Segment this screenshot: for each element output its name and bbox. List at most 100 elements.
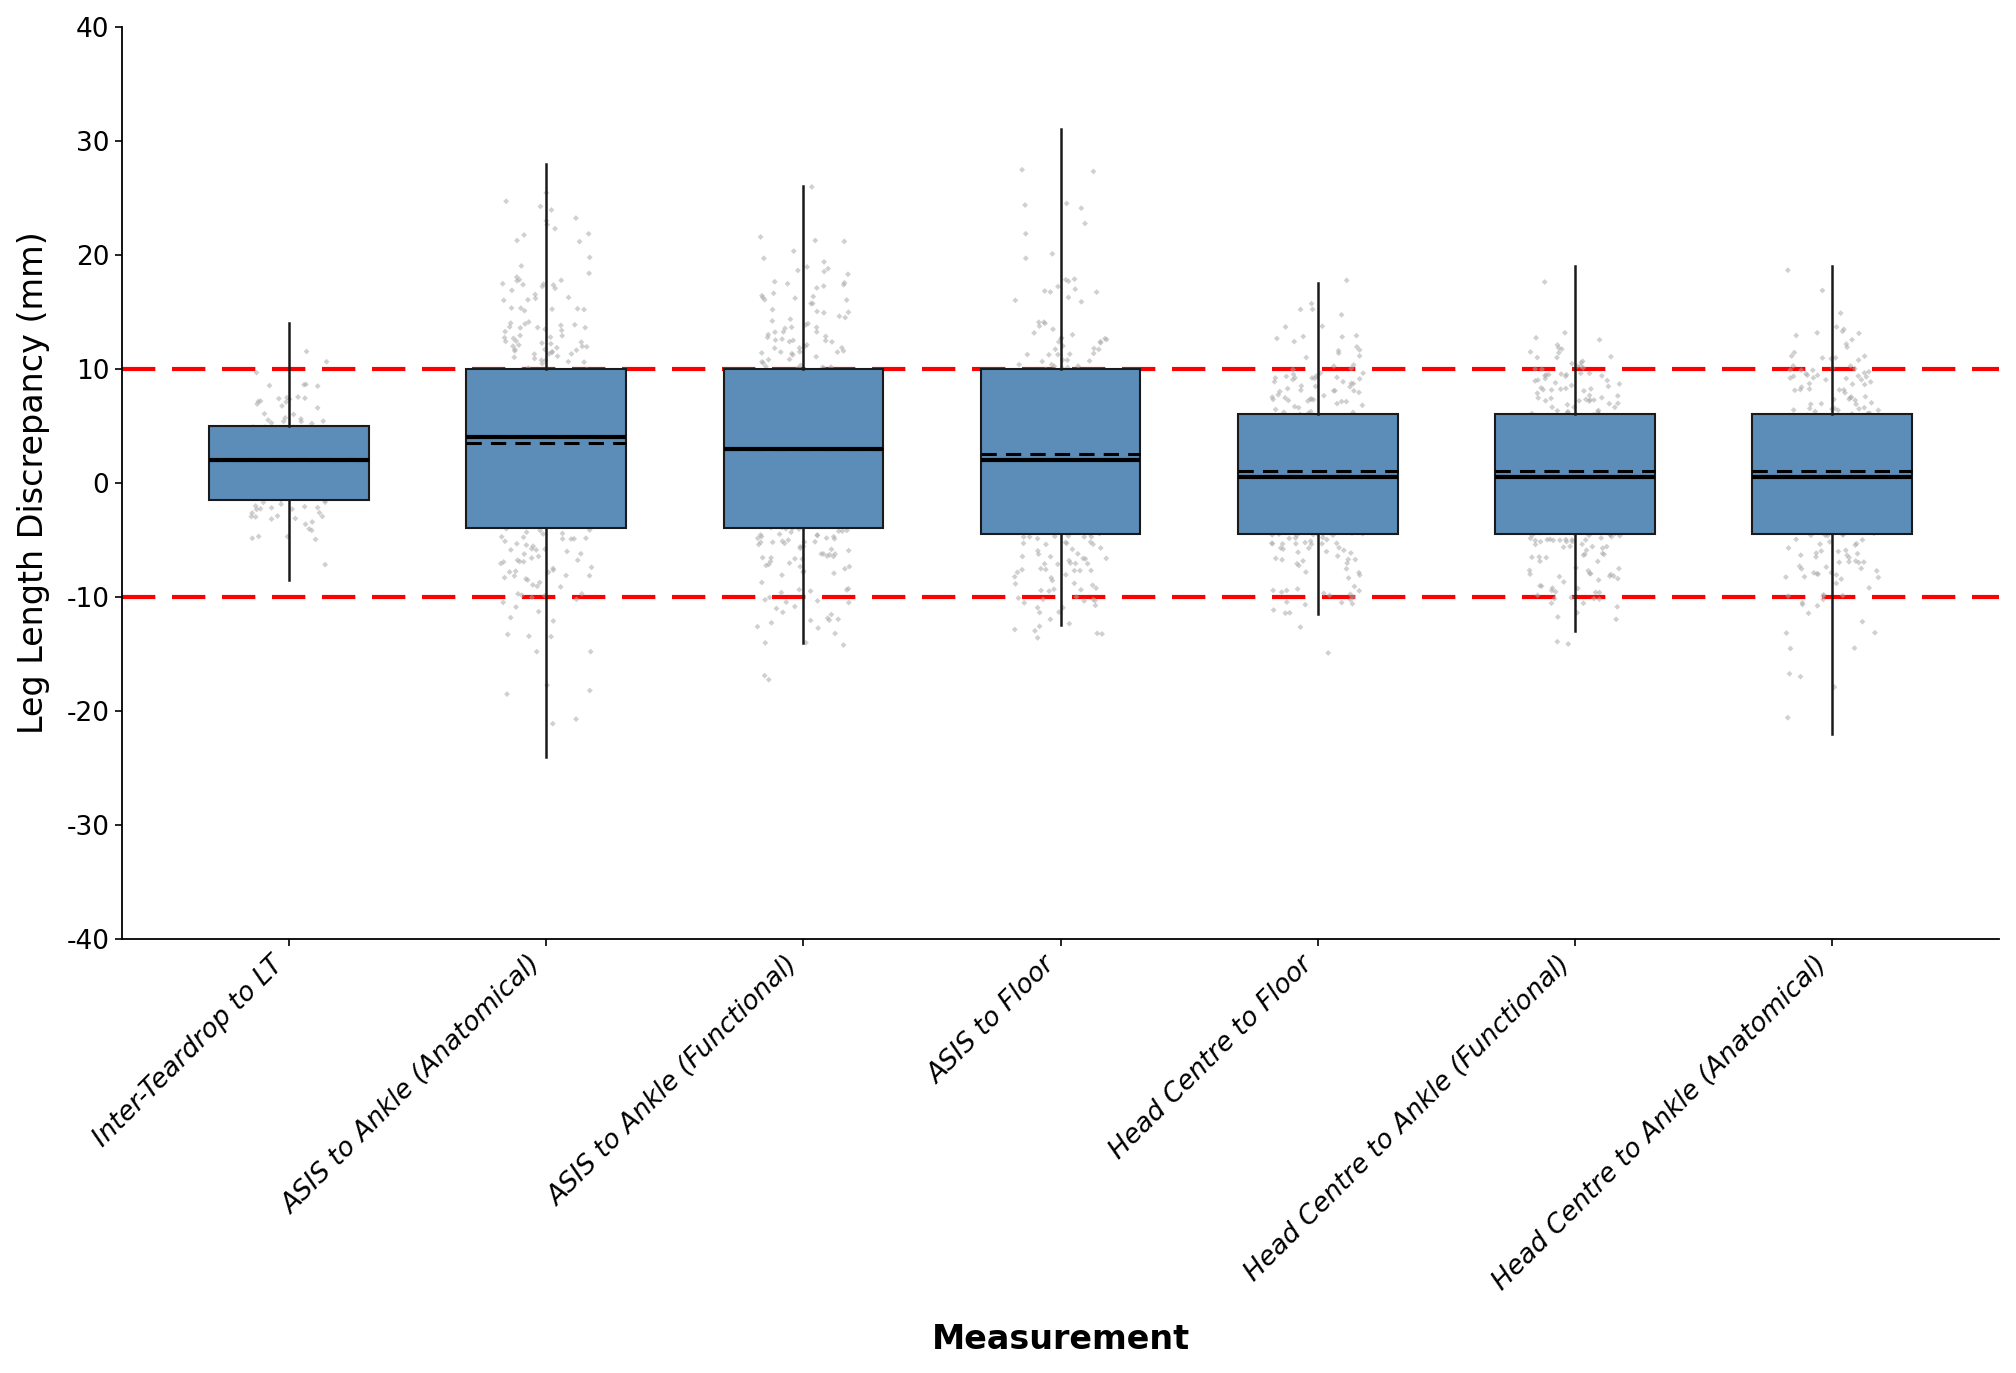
Point: [798, 457, 831, 479]
Point: [1050, 269, 1083, 291]
Point: [496, 335, 528, 357]
Point: [1079, 338, 1111, 360]
Point: [272, 481, 304, 503]
Point: [1784, 379, 1816, 401]
Point: [778, 240, 810, 262]
Point: [792, 446, 825, 468]
Point: [1587, 445, 1619, 467]
Point: [1310, 504, 1343, 526]
Point: [1264, 490, 1296, 512]
Point: [1256, 439, 1288, 461]
Point: [1339, 482, 1371, 504]
Point: [748, 384, 780, 406]
Point: [1595, 490, 1627, 512]
Point: [796, 503, 829, 524]
Point: [544, 487, 577, 509]
Point: [1050, 427, 1083, 449]
Point: [748, 492, 780, 514]
Point: [1325, 434, 1357, 456]
Point: [310, 487, 343, 509]
Point: [518, 420, 550, 442]
Point: [1772, 259, 1804, 281]
Point: [1294, 389, 1327, 411]
Point: [1540, 581, 1572, 603]
Point: [510, 522, 542, 544]
Point: [1012, 397, 1044, 419]
Point: [782, 578, 814, 600]
Point: [256, 508, 288, 530]
Point: [534, 332, 566, 354]
Point: [1089, 442, 1121, 464]
Point: [1331, 269, 1363, 291]
Point: [1325, 413, 1357, 435]
Point: [774, 331, 806, 353]
Point: [540, 379, 573, 401]
Point: [518, 479, 550, 501]
Point: [496, 394, 528, 416]
Point: [294, 445, 327, 467]
Point: [1831, 413, 1863, 435]
Point: [1514, 427, 1546, 449]
Point: [1585, 424, 1617, 446]
Point: [764, 446, 796, 468]
Point: [1331, 390, 1363, 412]
Point: [768, 420, 800, 442]
Point: [1010, 456, 1042, 478]
Point: [1810, 509, 1843, 531]
Point: [508, 313, 540, 335]
Point: [502, 334, 534, 356]
Point: [1577, 504, 1609, 526]
Point: [1058, 573, 1091, 595]
Point: [1849, 362, 1881, 384]
Point: [1861, 446, 1893, 468]
Point: [528, 465, 560, 487]
Point: [1335, 372, 1367, 394]
Point: [1073, 448, 1105, 470]
Point: [1528, 464, 1560, 486]
Point: [772, 372, 804, 394]
Point: [1861, 560, 1893, 582]
Point: [1808, 497, 1841, 519]
Point: [1274, 527, 1306, 549]
Point: [1595, 468, 1627, 490]
Point: [1831, 470, 1863, 492]
Point: [1333, 445, 1365, 467]
Point: [290, 373, 323, 395]
Point: [786, 487, 818, 509]
Point: [827, 420, 859, 442]
Point: [1056, 402, 1089, 424]
Point: [1597, 483, 1629, 505]
Point: [1784, 427, 1816, 449]
Point: [1603, 441, 1635, 463]
Point: [1006, 390, 1038, 412]
Point: [510, 445, 542, 467]
Point: [1024, 615, 1056, 637]
Point: [1568, 471, 1601, 493]
Point: [1310, 529, 1343, 551]
Point: [1554, 535, 1587, 557]
Point: [1853, 402, 1885, 424]
Point: [1816, 357, 1849, 379]
Point: [1810, 460, 1843, 482]
Point: [1276, 512, 1308, 534]
Point: [1050, 423, 1083, 445]
Point: [554, 529, 587, 551]
Point: [1568, 544, 1601, 566]
Point: [1022, 468, 1054, 490]
Point: [1018, 434, 1050, 456]
Point: [1266, 538, 1298, 560]
Point: [504, 373, 536, 395]
Point: [530, 367, 562, 389]
Point: [1792, 446, 1824, 468]
Point: [566, 428, 599, 450]
Point: [1322, 339, 1355, 361]
Point: [1339, 505, 1371, 527]
Point: [272, 437, 304, 459]
Point: [1786, 592, 1818, 614]
Point: [1060, 501, 1093, 523]
Point: [1603, 373, 1635, 395]
Point: [1028, 498, 1060, 520]
Point: [1280, 439, 1312, 461]
Point: [1572, 524, 1605, 546]
Point: [1530, 529, 1562, 551]
